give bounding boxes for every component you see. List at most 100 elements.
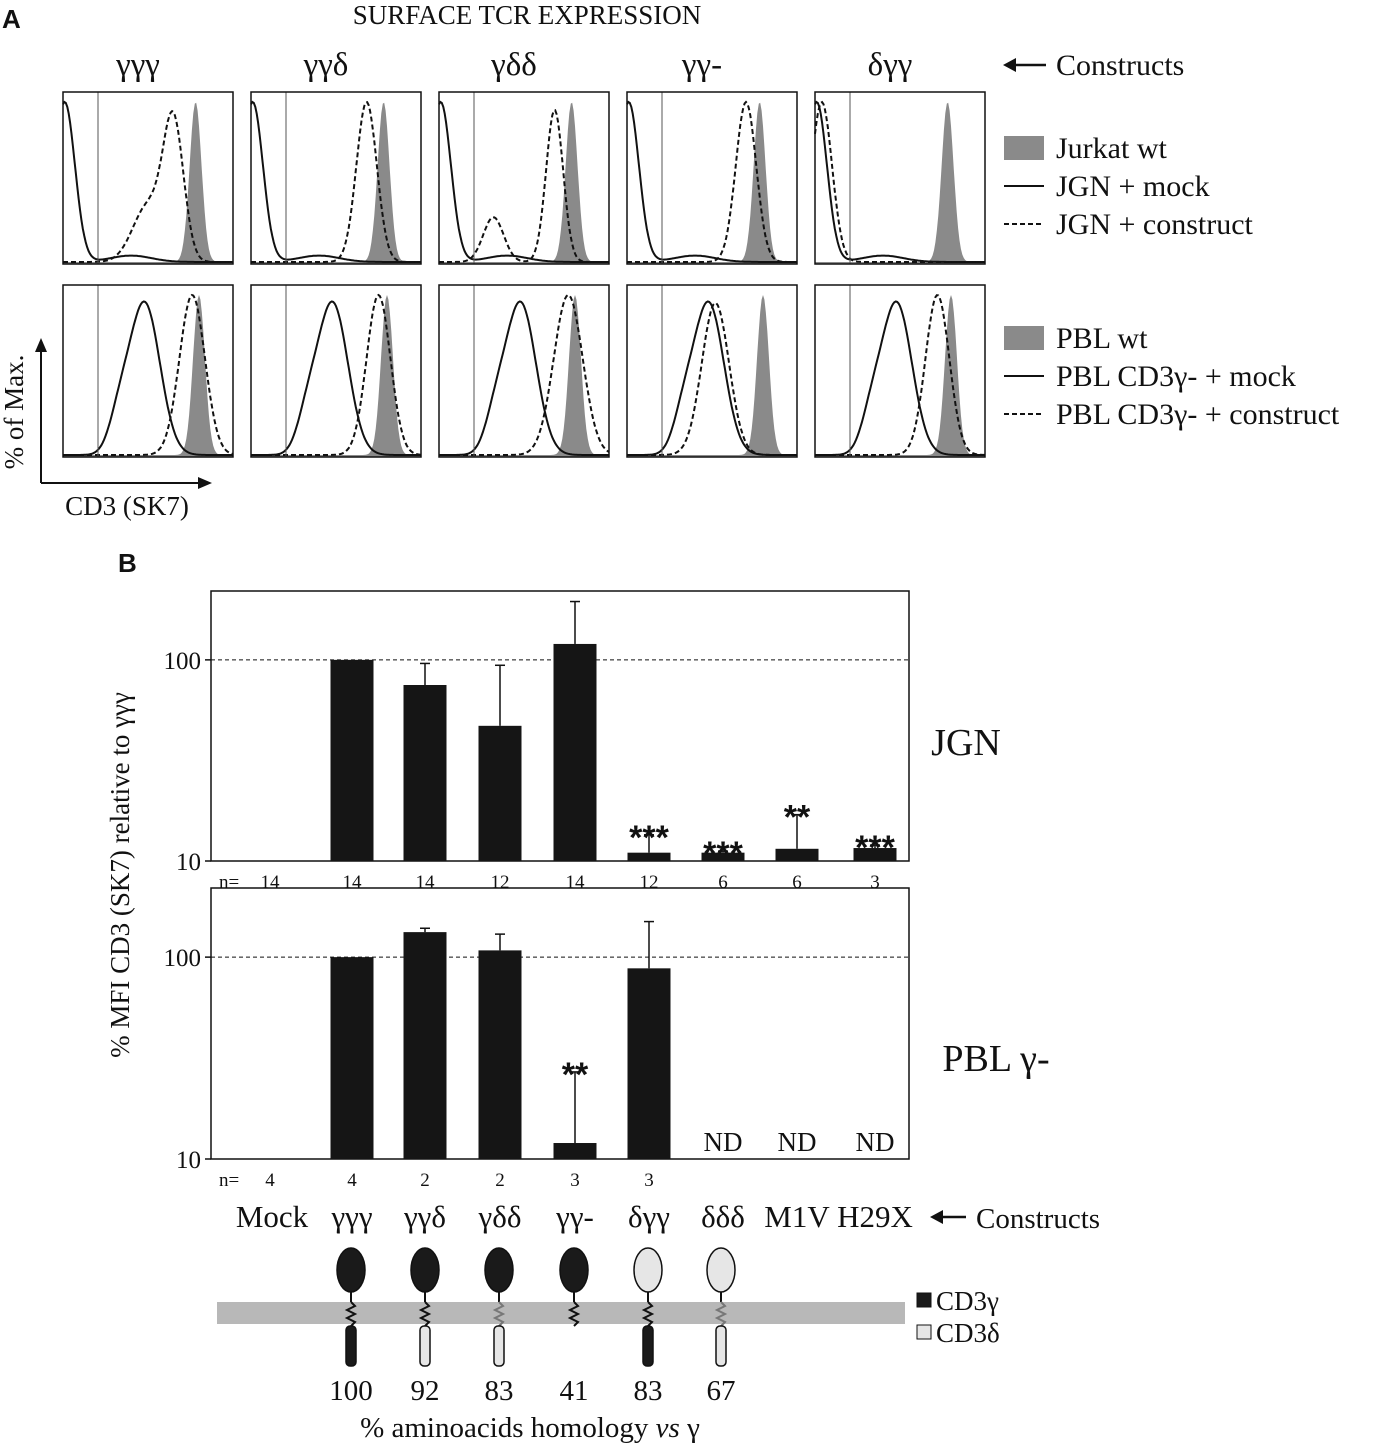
receptor-diagram — [633, 1247, 663, 1367]
bar-category-label: γδδ — [478, 1199, 522, 1234]
receptor-transmembrane-domain — [641, 1301, 655, 1327]
bar-category-label: γγγ — [330, 1199, 372, 1234]
histogram-mock-line — [251, 300, 421, 456]
n-value: 2 — [495, 1170, 505, 1191]
histogram-construct-line — [814, 100, 985, 263]
receptor-diagram — [410, 1247, 440, 1367]
histogram-panel — [814, 284, 986, 458]
receptor-transmembrane-domain — [344, 1301, 358, 1327]
construct-column-label: δγγ — [868, 47, 913, 83]
significance-marker: ** — [562, 1056, 589, 1094]
homology-value: 67 — [707, 1375, 736, 1407]
bar — [701, 852, 745, 861]
n-prefix: n= — [219, 872, 239, 893]
legend-pbl: PBL wt PBL CD3γ- + mock PBL CD3γ- + constr… — [1004, 322, 1340, 431]
histogram-mock-line — [62, 100, 233, 263]
histogram-wt-fill — [815, 295, 985, 457]
histogram-construct-line — [627, 302, 797, 456]
y-tick-label: 10 — [176, 1147, 201, 1174]
receptor-transmembrane-domain — [714, 1301, 728, 1327]
bar-category-labels: Mock γγγ γγδ γδδ γγ-δγγ δδδ M1V H29X — [236, 1199, 913, 1234]
histogram-construct-line — [251, 293, 422, 456]
bar-category-label: M1V — [764, 1199, 830, 1234]
n-value: 3 — [644, 1170, 654, 1191]
y-tick-label: 100 — [164, 945, 202, 972]
n-value: 2 — [420, 1170, 430, 1191]
receptor-extracellular-domain — [336, 1247, 366, 1293]
bar — [403, 932, 447, 1159]
n-value: 12 — [640, 872, 659, 893]
panel-a-title: SURFACE TCR EXPRESSION — [353, 0, 702, 30]
construct-column-label: γδδ — [490, 47, 537, 83]
homology-value: 92 — [411, 1375, 440, 1407]
legend-label: PBL CD3γ- + construct — [1056, 398, 1340, 431]
legend-label: Jurkat wt — [1056, 132, 1167, 165]
histogram-mock-line — [815, 300, 985, 456]
histogram-panel — [438, 284, 610, 458]
receptor-diagrams — [336, 1247, 736, 1367]
n-value: 14 — [566, 872, 586, 893]
histogram-construct-line — [251, 101, 421, 263]
bar — [330, 957, 374, 1159]
receptor-extracellular-domain — [410, 1247, 440, 1293]
histogram-construct-line — [439, 293, 610, 456]
histogram-frame — [438, 284, 610, 458]
histogram-frame — [62, 284, 234, 458]
homology-axis-label: % aminoacids homology vs γ — [360, 1412, 700, 1444]
histogram-construct-line — [439, 109, 609, 263]
homology-value: 100 — [329, 1375, 373, 1407]
y-tick-label: 10 — [176, 849, 201, 876]
receptor-extracellular-domain — [633, 1247, 663, 1293]
bar — [330, 659, 374, 861]
bar — [627, 852, 671, 861]
significance-marker: *** — [629, 819, 669, 857]
n-value: 6 — [792, 872, 802, 893]
constructs-arrow-a — [1003, 58, 1046, 72]
histogram-frame — [626, 284, 798, 458]
histogram-panel — [62, 91, 234, 265]
histogram-wt-fill — [63, 102, 233, 264]
bar-category-label: δδδ — [701, 1199, 745, 1234]
n-value: 14 — [261, 872, 281, 893]
legend-label: JGN + construct — [1056, 208, 1254, 241]
n-value: 4 — [347, 1170, 357, 1191]
not-determined-label: ND — [856, 1127, 895, 1157]
significance-marker: *** — [703, 835, 743, 873]
histogram-frame — [814, 91, 986, 265]
homology-value: 83 — [634, 1375, 663, 1407]
constructs-label-b: Constructs — [976, 1203, 1100, 1235]
histogram-mock-line — [250, 100, 421, 263]
bar-y-axis-label: % MFI CD3 (SK7) relative to γγγ — [105, 692, 135, 1058]
receptor-cytoplasmic-tail — [715, 1325, 727, 1367]
bar — [403, 684, 447, 861]
n-value: 14 — [416, 872, 436, 893]
homology-value: 83 — [485, 1375, 514, 1407]
histogram-mock-line — [438, 100, 609, 263]
histogram-construct-line — [63, 293, 234, 456]
construct-column-labels: γγγ γγδ γδδ γγ-δγγ — [115, 47, 912, 83]
histogram-panel — [626, 284, 798, 458]
histogram-frame — [250, 284, 422, 458]
homology-value: 41 — [560, 1375, 589, 1407]
receptor-cytoplasmic-tail — [345, 1325, 357, 1367]
histogram-wt-fill — [439, 102, 609, 264]
bar-category-label: γγ- — [555, 1199, 594, 1234]
histogram-construct-line — [815, 294, 985, 456]
n-value: 6 — [718, 872, 728, 893]
histogram-frame — [250, 91, 422, 265]
receptor-cytoplasmic-tail — [419, 1325, 431, 1367]
legend-swatch-filled — [1004, 326, 1044, 350]
bar-plot-frame — [210, 887, 910, 1160]
n-value: 3 — [570, 1170, 580, 1191]
histogram-grid — [62, 91, 986, 458]
bar — [627, 968, 671, 1159]
histogram-wt-fill — [815, 102, 985, 264]
receptor-diagram — [706, 1247, 736, 1367]
receptor-extracellular-domain — [706, 1247, 736, 1293]
histogram-panel — [626, 91, 798, 265]
membrane-bar — [217, 1302, 905, 1324]
bar — [553, 643, 597, 861]
histogram-frame — [814, 284, 986, 458]
domain-legend-label: CD3γ — [936, 1286, 999, 1316]
